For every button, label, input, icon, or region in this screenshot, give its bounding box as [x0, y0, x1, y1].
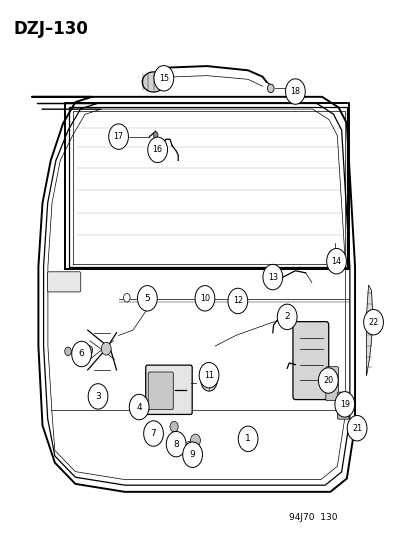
- Circle shape: [147, 137, 167, 163]
- Circle shape: [363, 310, 382, 335]
- Circle shape: [318, 368, 337, 393]
- Circle shape: [238, 294, 244, 302]
- Circle shape: [64, 347, 71, 356]
- Circle shape: [159, 141, 164, 148]
- Text: 19: 19: [339, 400, 349, 409]
- Text: 2: 2: [284, 312, 289, 321]
- Text: 20: 20: [323, 376, 332, 385]
- FancyBboxPatch shape: [145, 365, 192, 415]
- Text: 4: 4: [136, 402, 142, 411]
- Circle shape: [137, 286, 157, 311]
- Polygon shape: [366, 285, 372, 375]
- Circle shape: [85, 345, 93, 355]
- Circle shape: [123, 294, 130, 302]
- Text: 94J70  130: 94J70 130: [289, 513, 337, 522]
- Circle shape: [326, 248, 346, 274]
- Text: 18: 18: [290, 87, 300, 96]
- FancyBboxPatch shape: [337, 392, 348, 419]
- FancyBboxPatch shape: [47, 272, 81, 292]
- Text: 14: 14: [331, 257, 341, 265]
- Text: DZJ–130: DZJ–130: [14, 20, 88, 38]
- Circle shape: [109, 124, 128, 149]
- FancyBboxPatch shape: [329, 251, 339, 265]
- Circle shape: [190, 434, 200, 447]
- Text: 6: 6: [78, 350, 84, 359]
- FancyBboxPatch shape: [148, 372, 173, 410]
- Circle shape: [170, 421, 178, 432]
- Circle shape: [285, 79, 304, 104]
- FancyBboxPatch shape: [292, 321, 328, 400]
- Circle shape: [199, 362, 218, 388]
- Circle shape: [101, 342, 111, 355]
- Circle shape: [285, 313, 292, 321]
- Circle shape: [334, 392, 354, 417]
- Text: 12: 12: [232, 296, 242, 305]
- Text: 16: 16: [152, 146, 162, 155]
- Text: 17: 17: [113, 132, 123, 141]
- Text: 15: 15: [158, 74, 169, 83]
- Circle shape: [166, 431, 185, 457]
- Circle shape: [237, 426, 257, 451]
- Circle shape: [277, 304, 297, 329]
- Circle shape: [200, 370, 217, 391]
- Circle shape: [71, 341, 91, 367]
- Text: 1: 1: [244, 434, 250, 443]
- Text: 11: 11: [204, 370, 214, 379]
- Text: 5: 5: [144, 294, 150, 303]
- Circle shape: [143, 421, 163, 446]
- Text: 22: 22: [368, 318, 378, 327]
- Text: 8: 8: [173, 440, 178, 449]
- Ellipse shape: [142, 72, 164, 92]
- Text: 21: 21: [351, 424, 361, 433]
- Circle shape: [199, 294, 206, 302]
- Circle shape: [129, 394, 149, 419]
- Text: 10: 10: [199, 294, 209, 303]
- Circle shape: [262, 264, 282, 290]
- Text: 7: 7: [150, 429, 156, 438]
- Text: 3: 3: [95, 392, 101, 401]
- Text: 13: 13: [267, 272, 277, 281]
- Circle shape: [154, 66, 173, 91]
- Circle shape: [347, 416, 366, 441]
- Circle shape: [228, 288, 247, 314]
- Circle shape: [267, 84, 273, 93]
- Circle shape: [153, 132, 158, 138]
- Circle shape: [195, 286, 214, 311]
- Circle shape: [182, 442, 202, 467]
- Circle shape: [88, 384, 108, 409]
- FancyBboxPatch shape: [325, 367, 338, 401]
- Text: 9: 9: [189, 450, 195, 459]
